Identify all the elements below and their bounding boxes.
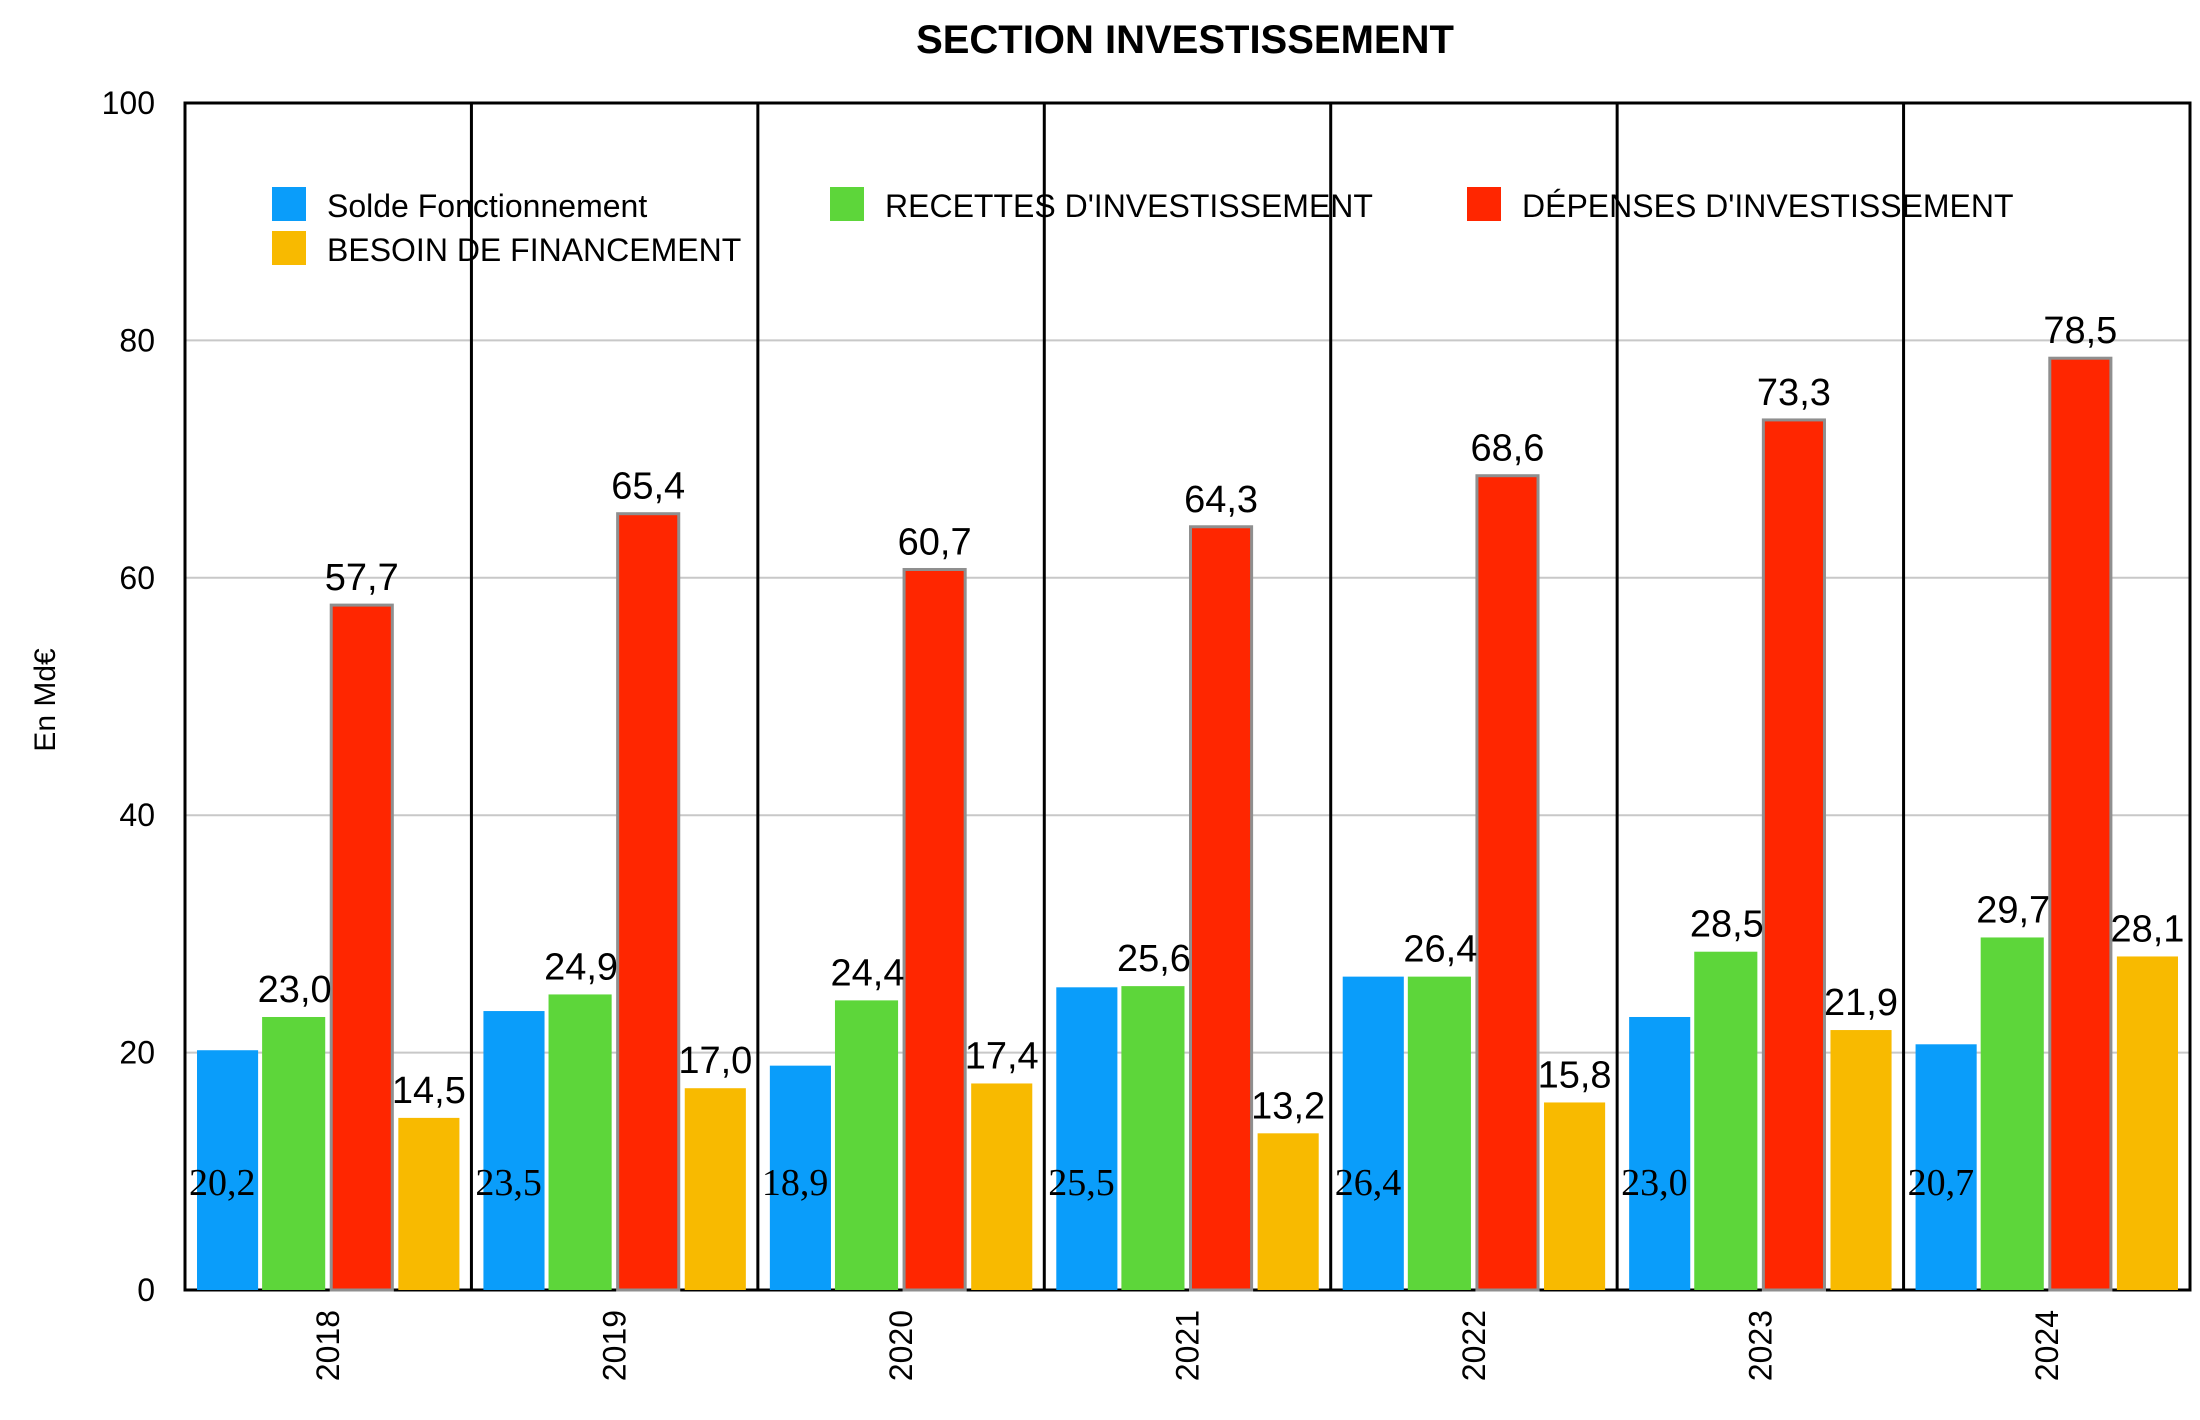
bar-2024-series-4 [2116, 956, 2178, 1290]
bar-2023-series-2 [1694, 951, 1758, 1290]
bar-2022-series-1 [1342, 976, 1404, 1290]
bar-2020-series-2 [834, 1000, 899, 1290]
data-label-2022-series-1: 26,4 [1335, 1162, 1402, 1204]
data-label-2019-series-4: 17,0 [678, 1040, 752, 1082]
legend-label-4: BESOIN DE FINANCEMENT [327, 232, 741, 268]
bar-2020-series-4 [971, 1083, 1033, 1290]
bar-2022-series-3 [1475, 474, 1540, 1292]
data-label-2024-series-4: 28,1 [2110, 908, 2184, 950]
bar-2023-series-3 [1761, 418, 1826, 1292]
bar-2021-series-2 [1121, 986, 1185, 1290]
bar-2024-series-2 [1980, 937, 2044, 1290]
bar-2021-series-4 [1257, 1133, 1319, 1290]
y-tick-100: 100 [102, 85, 155, 121]
data-label-2020-series-3: 60,7 [898, 521, 972, 563]
x-tick-2021: 2021 [1170, 1310, 1206, 1381]
bar-2021-series-1 [1056, 987, 1118, 1290]
bar-2024-series-3 [2048, 356, 2113, 1292]
bar-2019-series-1 [483, 1011, 545, 1290]
bar-2023-series-4 [1830, 1030, 1892, 1290]
legend-swatch-1 [272, 187, 306, 221]
data-label-2020-series-4: 17,4 [965, 1035, 1039, 1077]
legend: Solde Fonctionnement RECETTES D'INVESTISS… [272, 187, 2014, 268]
x-tick-2020: 2020 [883, 1310, 919, 1381]
data-label-2023-series-2: 28,5 [1690, 904, 1764, 946]
legend-swatch-3 [1467, 187, 1501, 221]
x-tick-2018: 2018 [310, 1310, 346, 1381]
x-tick-2024: 2024 [2029, 1310, 2065, 1381]
legend-swatch-2 [830, 187, 864, 221]
bar-2021-series-3 [1189, 525, 1254, 1292]
y-tick-20: 20 [119, 1035, 155, 1071]
data-label-2018-series-4: 14,5 [392, 1070, 466, 1112]
data-label-2021-series-4: 13,2 [1251, 1085, 1325, 1127]
legend-swatch-4 [272, 231, 306, 265]
data-label-2021-series-3: 64,3 [1184, 479, 1258, 521]
bar-2024-series-1 [1915, 1044, 1977, 1290]
bar-2018-series-3 [329, 603, 394, 1292]
data-label-2021-series-1: 25,5 [1048, 1162, 1115, 1204]
bar-2018-series-1 [197, 1050, 259, 1290]
bar-2018-series-2 [262, 1016, 326, 1290]
bar-2020-series-1 [769, 1065, 831, 1290]
bars [197, 356, 2178, 1292]
data-label-2019-series-1: 23,5 [475, 1162, 542, 1204]
legend-label-2: RECETTES D'INVESTISSEMENT [885, 188, 1373, 224]
data-label-2024-series-3: 78,5 [2043, 310, 2117, 352]
data-label-2024-series-1: 20,7 [1908, 1162, 1975, 1204]
data-label-2024-series-2: 29,7 [1976, 889, 2050, 931]
bar-2019-series-2 [548, 994, 612, 1290]
data-label-2020-series-1: 18,9 [762, 1162, 829, 1204]
y-axis-label: En Md€ [29, 648, 62, 752]
x-tick-2022: 2022 [1456, 1310, 1492, 1381]
y-tick-60: 60 [119, 560, 155, 596]
data-label-2018-series-2: 23,0 [258, 969, 332, 1011]
legend-label-3: DÉPENSES D'INVESTISSEMENT [1522, 188, 2014, 224]
bar-2022-series-2 [1407, 976, 1471, 1290]
x-tick-2019: 2019 [597, 1310, 633, 1381]
data-label-2022-series-3: 68,6 [1470, 428, 1544, 470]
data-label-2022-series-2: 26,4 [1403, 929, 1477, 971]
data-labels: 20,2 23,0 57,7 14,5 23,5 24,9 65,4 17,0 18,9 24,4… [189, 310, 2184, 1204]
x-tick-2023: 2023 [1742, 1310, 1778, 1381]
bar-2020-series-3 [902, 567, 967, 1292]
legend-label-1: Solde Fonctionnement [327, 188, 647, 224]
axis-ticks: 0 20 40 60 80 100 2018 2019 2020 2021 2022 2023 2024 [102, 85, 2065, 1381]
bar-2022-series-4 [1544, 1102, 1606, 1290]
data-label-2023-series-4: 21,9 [1824, 982, 1898, 1024]
data-label-2021-series-2: 25,6 [1117, 938, 1191, 980]
data-label-2018-series-3: 57,7 [325, 557, 399, 599]
data-label-2023-series-3: 73,3 [1757, 372, 1831, 414]
data-label-2022-series-4: 15,8 [1538, 1054, 1612, 1096]
bar-2018-series-4 [398, 1117, 460, 1290]
y-tick-80: 80 [119, 322, 155, 358]
data-label-2023-series-1: 23,0 [1621, 1162, 1688, 1204]
y-tick-0: 0 [137, 1272, 155, 1308]
data-label-2019-series-3: 65,4 [611, 466, 685, 508]
bar-2019-series-3 [616, 512, 681, 1292]
data-label-2020-series-2: 24,4 [831, 952, 905, 994]
data-label-2018-series-1: 20,2 [189, 1162, 256, 1204]
data-label-2019-series-2: 24,9 [544, 946, 618, 988]
chart-title: SECTION INVESTISSEMENT [916, 18, 1454, 62]
plot-frame [183, 101, 2192, 1292]
bar-2019-series-4 [684, 1088, 746, 1290]
plot-border [183, 101, 2192, 1292]
y-tick-40: 40 [119, 797, 155, 833]
bar-2023-series-1 [1629, 1016, 1691, 1290]
